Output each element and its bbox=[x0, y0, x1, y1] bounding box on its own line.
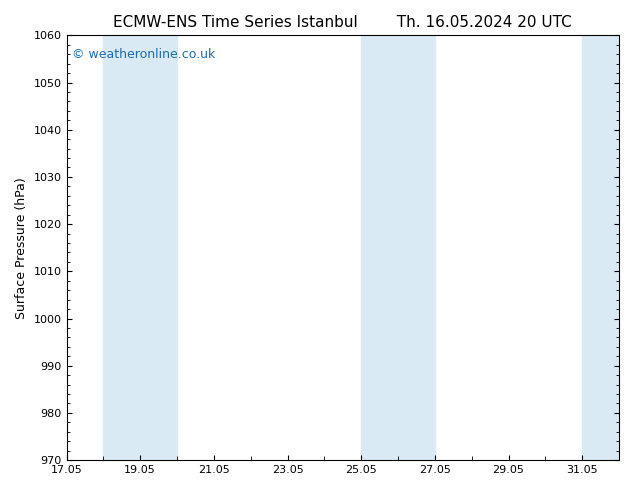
Text: © weatheronline.co.uk: © weatheronline.co.uk bbox=[72, 48, 216, 61]
Bar bbox=[103, 35, 140, 460]
Bar bbox=[398, 35, 435, 460]
Bar bbox=[582, 35, 619, 460]
Bar bbox=[140, 35, 177, 460]
Title: ECMW-ENS Time Series Istanbul        Th. 16.05.2024 20 UTC: ECMW-ENS Time Series Istanbul Th. 16.05.… bbox=[113, 15, 572, 30]
Bar bbox=[361, 35, 398, 460]
Y-axis label: Surface Pressure (hPa): Surface Pressure (hPa) bbox=[15, 177, 28, 318]
